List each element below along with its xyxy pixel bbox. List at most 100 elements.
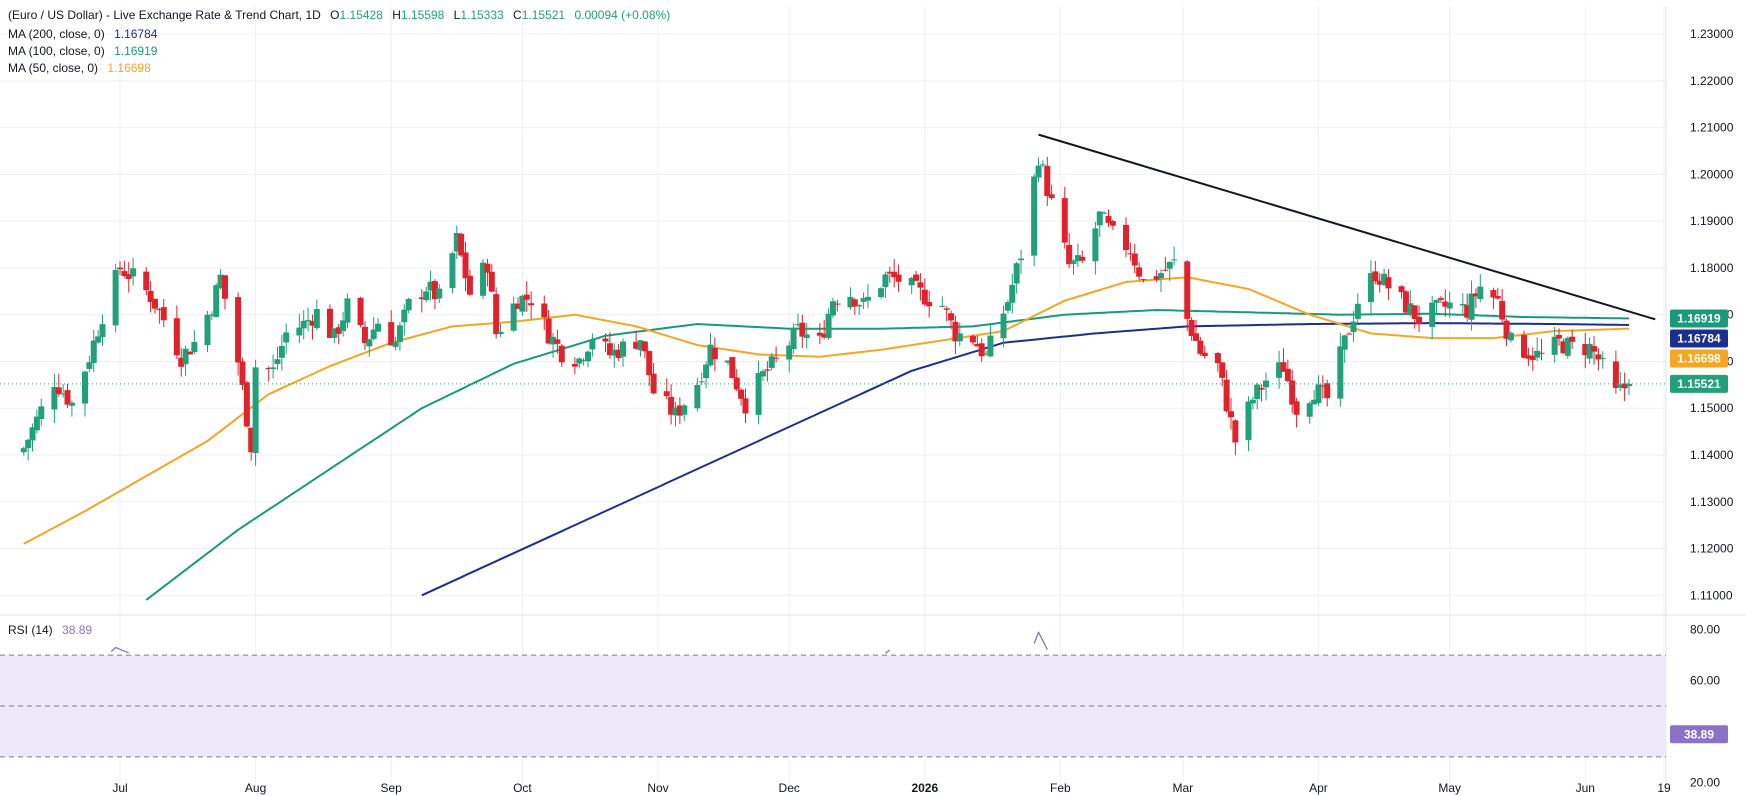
time-tick-label[interactable]: 19 [1657,781,1671,795]
rsi-tick-label[interactable]: 80.00 [1690,623,1720,637]
candle-body [1162,269,1169,271]
candle-body [541,303,548,318]
candle-body [388,322,395,346]
candle-body [1153,276,1160,280]
candle-body [33,416,40,431]
time-tick-label[interactable]: Jul [112,781,127,795]
time-axis[interactable]: Jul Aug Sep Oct Nov Dec 2026 Feb Mar Apr May Jun 19 [112,781,1671,795]
price-tick-label[interactable]: 1.19000 [1690,214,1734,228]
candle-body [1096,211,1103,226]
time-tick-label[interactable]: May [1438,781,1461,795]
candle-body [1556,334,1563,339]
candle-body [1472,293,1479,297]
candlestick-series [20,156,1633,466]
candle-body [335,327,342,334]
time-tick-label[interactable]: Mar [1173,781,1194,795]
candle-body [891,271,898,278]
candle-body [1004,302,1011,311]
ma200-line [421,322,1630,597]
candle-body [1381,273,1388,285]
price-tick-label[interactable]: 1.23000 [1690,27,1734,41]
candle-body [764,369,771,371]
price-tick-label[interactable]: 1.18000 [1690,261,1734,275]
candle-body [646,350,653,376]
candle-body [821,333,828,338]
candle-body [882,274,889,288]
candle-body [1429,302,1436,327]
candle-body [825,313,832,338]
candle-body [1612,361,1619,389]
candle-body [462,252,469,279]
candle-body [204,314,211,346]
legend-ma200[interactable]: MA (200, close, 0) 1.16784 [8,27,158,41]
candle-body [1061,198,1068,243]
candle-body [1586,343,1593,359]
legend-ma50[interactable]: MA (50, close, 0) 1.16698 [8,61,151,75]
rsi-tick-label[interactable]: 60.00 [1690,674,1720,688]
candle-body [515,303,522,309]
ma200-badge: 1.16784 [1677,331,1721,345]
candle-body [856,305,863,307]
ohlc-high-label: H [392,8,401,22]
candle-body [1442,301,1449,307]
candle-body [243,382,250,427]
candle-body [1490,290,1497,298]
candle-body [851,299,858,307]
candle-body [213,285,220,318]
candle-body [156,309,163,311]
time-tick-label[interactable]: Sep [381,781,403,795]
legend-ma100[interactable]: MA (100, close, 0) 1.16919 [8,44,158,58]
rsi-tick-label[interactable]: 20.00 [1690,775,1720,789]
time-tick-label[interactable]: 2026 [911,781,938,795]
candle-body [283,332,290,343]
candle-body [1127,253,1134,255]
candle-body [1346,333,1353,335]
candle-body [1525,355,1532,359]
candle-body [82,371,89,404]
price-tick-label[interactable]: 1.13000 [1690,495,1734,509]
legend-rsi[interactable]: RSI (14) 38.89 [8,623,92,637]
candle-body [1315,384,1322,403]
candle-body [1289,380,1296,405]
price-tick-label[interactable]: 1.22000 [1690,74,1734,88]
candle-body [340,320,347,331]
time-tick-label[interactable]: Nov [647,781,668,795]
candle-body [1232,420,1239,443]
candle-body [519,295,526,312]
candle-body [1507,332,1514,341]
time-tick-label[interactable]: Jun [1576,781,1595,795]
candle-body [1468,293,1475,320]
price-tick-label[interactable]: 1.11000 [1690,588,1733,602]
candle-body [799,322,806,337]
time-tick-label[interactable]: Aug [245,781,266,795]
candle-body [1376,280,1383,285]
candle-body [1621,383,1628,389]
candle-body [1459,303,1466,306]
price-tick-label[interactable]: 1.12000 [1690,542,1734,556]
candle-body [1157,273,1164,279]
ma50-badge-box [1670,349,1728,368]
candle-body [1171,259,1178,261]
price-tick-label[interactable]: 1.14000 [1690,448,1734,462]
time-tick-label[interactable]: Feb [1050,781,1071,795]
candle-body [90,340,97,363]
candle-body [974,344,981,347]
candle-body [449,253,456,289]
price-tick-label[interactable]: 1.21000 [1690,121,1734,135]
candle-body [270,367,277,370]
candle-body [554,339,561,344]
candle-body [759,371,766,377]
price-tick-label[interactable]: 1.15000 [1690,401,1734,415]
candle-body [672,407,679,416]
time-tick-label[interactable]: Oct [513,781,532,795]
candle-body [943,308,950,310]
candle-body [326,308,333,338]
candle-body [948,313,955,321]
candle-body [1018,258,1025,261]
candle-body [847,296,854,308]
candle-body [1477,286,1484,300]
time-tick-label[interactable]: Apr [1309,781,1328,795]
price-tick-label[interactable]: 1.20000 [1690,167,1734,181]
time-tick-label[interactable]: Dec [779,781,800,795]
candle-body [1123,224,1130,251]
